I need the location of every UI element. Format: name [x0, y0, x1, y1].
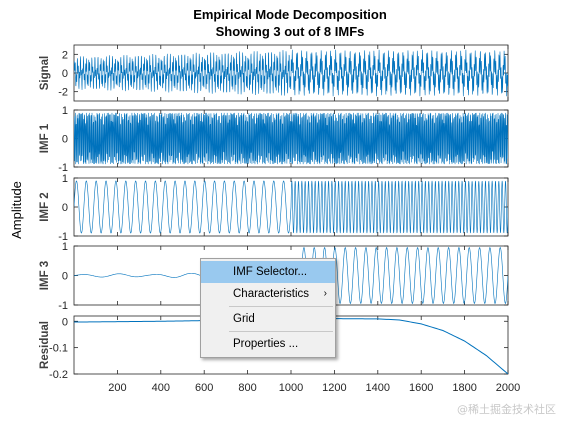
x-tick-label: 200	[108, 382, 126, 394]
menu-item-grid[interactable]: Grid	[201, 308, 335, 330]
subplot-imf-1: 1 0 -1 IMF 1	[39, 105, 509, 174]
y-tick-label: 0	[62, 202, 68, 214]
y-tick-label: 1	[62, 241, 68, 253]
y-tick-label: 2	[62, 49, 68, 61]
menu-separator	[229, 306, 333, 307]
menu-item-label: IMF Selector...	[233, 266, 308, 278]
menu-item-label: Properties ...	[233, 338, 299, 350]
y-tick-label: 1	[62, 173, 68, 185]
menu-item-imf-selector[interactable]: IMF Selector...	[201, 261, 335, 283]
x-axis: 200 400 600 800 1000 1200 1400 1600 1800 2000	[108, 382, 520, 394]
subplot-signal: 2 0 -2 Signal	[39, 44, 509, 102]
chart-subtitle: Showing 3 out of 8 IMFs	[216, 24, 365, 39]
subplot-stack: 2 0 -2 Signal 1 0 -1 IMF 1 1 0 -1 IMF 2 1 0 -1 IMF 3 0 -0…	[39, 44, 509, 381]
x-tick-label: 2000	[496, 382, 520, 394]
y-axis-label: Amplitude	[9, 181, 24, 239]
y-tick-label: 0	[62, 316, 68, 328]
menu-item-label: Grid	[233, 313, 255, 325]
y-tick-label: 1	[62, 105, 68, 117]
subplot-label: Signal	[39, 56, 51, 91]
y-tick-label: -1	[58, 300, 68, 312]
y-tick-label: -0.1	[49, 343, 68, 355]
x-tick-label: 800	[238, 382, 256, 394]
y-tick-label: -1	[58, 231, 68, 243]
submenu-arrow-icon: ›	[323, 288, 327, 299]
x-tick-label: 1200	[322, 382, 346, 394]
subplot-label: IMF 3	[39, 261, 51, 290]
y-tick-label: -1	[58, 162, 68, 174]
y-tick-label: 0	[62, 134, 68, 146]
subplot-label: IMF 1	[39, 123, 51, 153]
y-tick-label: 0	[62, 68, 68, 80]
watermark: @稀土掘金技术社区	[457, 403, 556, 416]
subplot-label: Residual	[39, 321, 51, 369]
series-line	[74, 180, 508, 234]
y-tick-label: -2	[58, 87, 68, 99]
x-tick-label: 600	[195, 382, 213, 394]
x-tick-label: 1400	[366, 382, 390, 394]
menu-separator	[229, 331, 333, 332]
context-menu: IMF Selector... Characteristics › Grid P…	[200, 258, 336, 358]
x-tick-label: 1600	[409, 382, 433, 394]
menu-item-characteristics[interactable]: Characteristics ›	[201, 283, 335, 305]
menu-item-label: Characteristics	[233, 288, 310, 300]
series-line	[74, 112, 508, 165]
series-line	[74, 49, 508, 97]
menu-item-properties[interactable]: Properties ...	[201, 333, 335, 355]
y-tick-label: -0.2	[49, 369, 68, 381]
subplot-label: IMF 2	[39, 192, 51, 221]
x-tick-label: 1000	[279, 382, 303, 394]
y-tick-label: 0	[62, 271, 68, 283]
chart-title: Empirical Mode Decomposition	[193, 7, 387, 22]
subplot-imf-2: 1 0 -1 IMF 2	[39, 173, 509, 243]
x-tick-label: 400	[152, 382, 170, 394]
x-tick-label: 1800	[452, 382, 476, 394]
